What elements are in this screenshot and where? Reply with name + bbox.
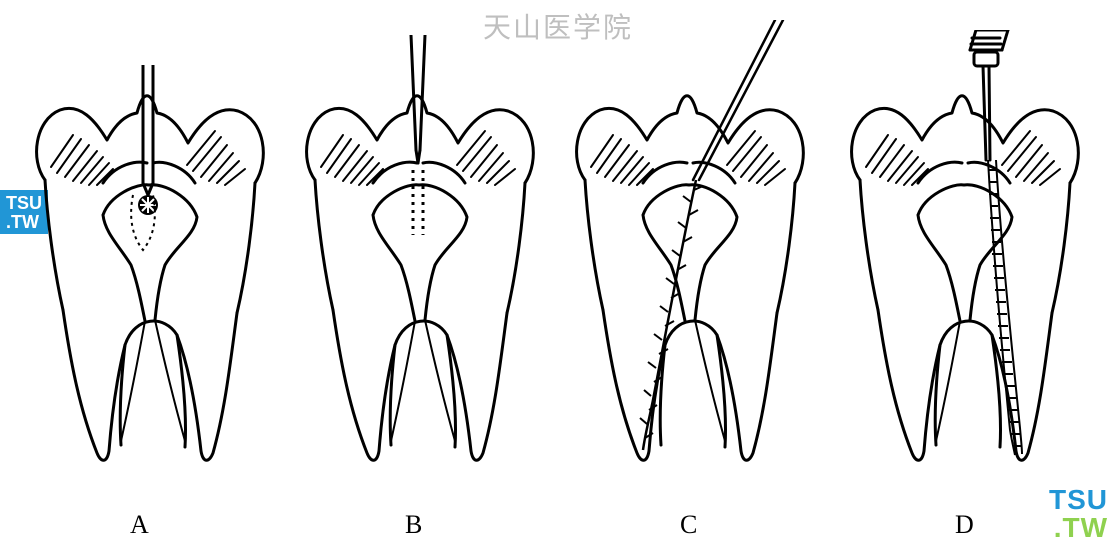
- panel-label-c: C: [680, 510, 697, 540]
- panel-label-d: D: [955, 510, 974, 540]
- watermark-right-line2: .TW: [1049, 514, 1108, 542]
- panel-label-a: A: [130, 510, 149, 540]
- watermark-right-line1: TSU: [1049, 486, 1108, 514]
- watermark-right: TSU .TW: [1049, 486, 1108, 542]
- panel-label-b: B: [405, 510, 422, 540]
- diagram-panel-b: [295, 35, 545, 465]
- diagram-panel-d: [840, 30, 1100, 465]
- diagram-panel-a: [25, 65, 275, 465]
- diagram-panel-c: [565, 20, 825, 465]
